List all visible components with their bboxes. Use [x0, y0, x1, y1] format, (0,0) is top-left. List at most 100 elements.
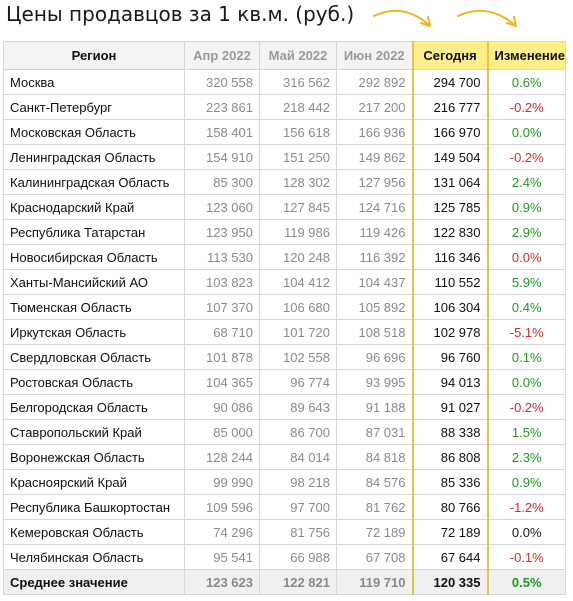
may-cell: 106 680: [259, 294, 337, 320]
column-header-today[interactable]: Сегодня: [411, 41, 488, 70]
region-cell: Красноярский Край: [3, 469, 185, 495]
may-cell: 156 618: [259, 119, 337, 145]
region-cell: Иркутская Область: [3, 319, 185, 345]
apr-cell: 123 950: [184, 219, 260, 245]
region-cell: Краснодарский Край: [3, 194, 185, 220]
apr-cell: 103 823: [184, 269, 260, 295]
change-cell: 0.0%: [486, 519, 566, 545]
table-header-row: Регион Апр 2022 Май 2022 Июн 2022 Сегодн…: [3, 41, 566, 70]
column-header-apr[interactable]: Апр 2022: [184, 41, 260, 70]
apr-cell: 107 370: [184, 294, 260, 320]
today-cell: 96 760: [411, 344, 488, 370]
apr-cell: 113 530: [184, 244, 260, 270]
jun-cell: 217 200: [336, 94, 413, 120]
jun-cell: 84 576: [336, 469, 413, 495]
today-cell: 122 830: [411, 219, 488, 245]
table-row: Калининградская Область 85 300 128 302 127 …: [3, 169, 566, 195]
jun-cell: 104 437: [336, 269, 413, 295]
may-cell: 98 218: [259, 469, 337, 495]
region-cell: Москва: [3, 69, 185, 95]
change-cell: -0.2%: [486, 94, 566, 120]
table-row: Свердловская Область 101 878 102 558 96 696…: [3, 344, 566, 370]
table-row: Краснодарский Край 123 060 127 845 124 716 1…: [3, 194, 566, 220]
apr-cell: 320 558: [184, 69, 260, 95]
today-cell: 91 027: [411, 394, 488, 420]
may-cell: 120 248: [259, 244, 337, 270]
apr-cell: 158 401: [184, 119, 260, 145]
table-row: Ставропольский Край 85 000 86 700 87 031 88 …: [3, 419, 566, 445]
may-cell: 102 558: [259, 344, 337, 370]
may-cell: 218 442: [259, 94, 337, 120]
may-cell: 86 700: [259, 419, 337, 445]
change-cell: 0.0%: [486, 119, 566, 145]
jun-cell: 149 862: [336, 144, 413, 170]
change-cell: -0.2%: [486, 394, 566, 420]
apr-cell: 109 596: [184, 494, 260, 520]
change-cell: -5.1%: [486, 319, 566, 345]
column-header-jun[interactable]: Июн 2022: [336, 41, 413, 70]
table-row: Республика Татарстан 123 950 119 986 119 42…: [3, 219, 566, 245]
table-row: Кемеровская Область 74 296 81 756 72 189 72 …: [3, 519, 566, 545]
may-cell: 84 014: [259, 444, 337, 470]
table-row: Ленинградская Область 154 910 151 250 149 8…: [3, 144, 566, 170]
today-cell: 88 338: [411, 419, 488, 445]
apr-cell: 95 541: [184, 544, 260, 570]
change-cell: 0.9%: [486, 469, 566, 495]
region-cell: Санкт-Петербург: [3, 94, 185, 120]
change-cell: -1.2%: [486, 494, 566, 520]
may-cell: 96 774: [259, 369, 337, 395]
page-title: Цены продавцов за 1 кв.м. (руб.): [6, 2, 355, 26]
may-cell: 104 412: [259, 269, 337, 295]
change-cell: -0.2%: [486, 144, 566, 170]
change-cell: 0.6%: [486, 69, 566, 95]
today-cell: 67 644: [411, 544, 488, 570]
jun-cell: 127 956: [336, 169, 413, 195]
today-cell: 294 700: [411, 69, 488, 95]
table-row: Тюменская Область 107 370 106 680 105 892 10…: [3, 294, 566, 320]
may-cell: 66 988: [259, 544, 337, 570]
today-cell: 116 346: [411, 244, 488, 270]
may-cell: 89 643: [259, 394, 337, 420]
region-cell: Кемеровская Область: [3, 519, 185, 545]
jun-cell: 108 518: [336, 319, 413, 345]
jun-cell: 87 031: [336, 419, 413, 445]
column-header-change[interactable]: Изменение: [486, 41, 566, 70]
may-cell: 316 562: [259, 69, 337, 95]
may-cell: 127 845: [259, 194, 337, 220]
average-apr: 123 623: [184, 569, 260, 595]
apr-cell: 154 910: [184, 144, 260, 170]
today-cell: 216 777: [411, 94, 488, 120]
apr-cell: 223 861: [184, 94, 260, 120]
average-may: 122 821: [259, 569, 337, 595]
arrow-to-change-icon: [457, 9, 517, 27]
table-row: Новосибирская Область 113 530 120 248 116 3…: [3, 244, 566, 270]
region-cell: Челябинская Область: [3, 544, 185, 570]
apr-cell: 74 296: [184, 519, 260, 545]
column-header-may[interactable]: Май 2022: [259, 41, 337, 70]
apr-cell: 85 000: [184, 419, 260, 445]
apr-cell: 128 244: [184, 444, 260, 470]
today-cell: 86 808: [411, 444, 488, 470]
change-cell: -0.1%: [486, 544, 566, 570]
region-cell: Ставропольский Край: [3, 419, 185, 445]
may-cell: 101 720: [259, 319, 337, 345]
region-cell: Новосибирская Область: [3, 244, 185, 270]
region-cell: Московская Область: [3, 119, 185, 145]
region-cell: Свердловская Область: [3, 344, 185, 370]
table-row: Ростовская Область 104 365 96 774 93 995 94 …: [3, 369, 566, 395]
jun-cell: 105 892: [336, 294, 413, 320]
jun-cell: 96 696: [336, 344, 413, 370]
table-row: Иркутская Область 68 710 101 720 108 518 102…: [3, 319, 566, 345]
table-body: Москва 320 558 316 562 292 892 294 700 0.6% Са…: [3, 69, 566, 570]
table-row: Ханты-Мансийский АО 103 823 104 412 104 437…: [3, 269, 566, 295]
table-row: Воронежская Область 128 244 84 014 84 818 86…: [3, 444, 566, 470]
apr-cell: 90 086: [184, 394, 260, 420]
jun-cell: 124 716: [336, 194, 413, 220]
column-header-region[interactable]: Регион: [3, 41, 185, 70]
apr-cell: 99 990: [184, 469, 260, 495]
table-row: Москва 320 558 316 562 292 892 294 700 0.6%: [3, 69, 566, 95]
today-cell: 106 304: [411, 294, 488, 320]
today-cell: 72 189: [411, 519, 488, 545]
change-cell: 1.5%: [486, 419, 566, 445]
change-cell: 0.0%: [486, 369, 566, 395]
